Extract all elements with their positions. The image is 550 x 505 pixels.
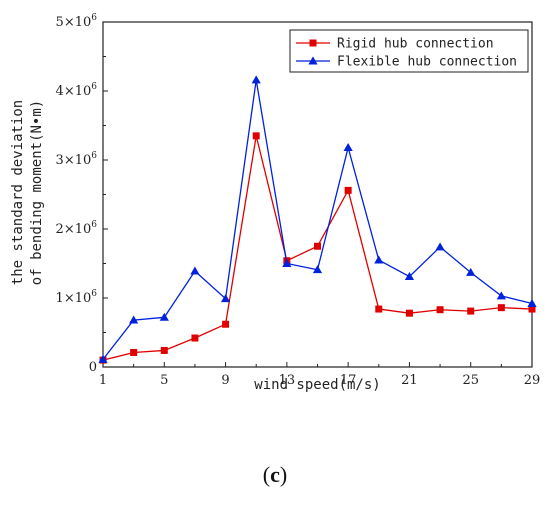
y-tick-exponent: 6 xyxy=(91,151,97,161)
y-tick-label: 4×106 xyxy=(56,82,98,99)
y-tick-mantissa: 5×10 xyxy=(56,15,92,30)
data-point xyxy=(375,305,383,313)
data-point xyxy=(436,306,444,314)
caption-open: ( xyxy=(262,462,271,487)
legend-box xyxy=(289,29,529,73)
data-point xyxy=(98,354,108,363)
y-tick-mantissa: 2×10 xyxy=(56,222,92,237)
data-point xyxy=(527,298,537,307)
data-point xyxy=(496,291,506,300)
data-point xyxy=(528,305,536,313)
data-point xyxy=(497,304,505,312)
y-axis-label: the standard deviation of bending moment(… xyxy=(10,100,45,285)
data-point xyxy=(405,309,413,317)
data-point xyxy=(191,334,199,342)
legend-label: Flexible hub connection xyxy=(337,55,517,70)
x-tick-label: 5 xyxy=(160,373,168,388)
data-point xyxy=(435,242,445,251)
data-point xyxy=(130,349,138,357)
y-tick-exponent: 6 xyxy=(91,82,97,92)
y-tick-exponent: 6 xyxy=(91,220,97,230)
data-point xyxy=(309,39,317,47)
y-tick-mantissa: 1×10 xyxy=(56,291,92,306)
x-tick-label: 25 xyxy=(462,373,479,388)
y-tick-exponent: 6 xyxy=(91,13,97,23)
data-point xyxy=(312,265,323,274)
data-point xyxy=(159,312,169,321)
data-point xyxy=(251,75,261,84)
caption-letter: c xyxy=(270,462,280,487)
legend: Rigid hub connection Flexible hub connect… xyxy=(289,29,529,73)
y-tick-exponent: 6 xyxy=(91,289,97,299)
data-point xyxy=(467,307,475,315)
legend-item: Rigid hub connection xyxy=(296,37,494,52)
data-point xyxy=(344,186,352,194)
legend-label: Rigid hub connection xyxy=(337,37,494,52)
figure-caption: (c) xyxy=(0,462,550,488)
y-tick-mantissa: 3×10 xyxy=(56,153,92,168)
data-point xyxy=(374,255,384,264)
y-tick-label: 5×106 xyxy=(56,13,98,30)
caption-close: ) xyxy=(279,462,288,487)
data-point xyxy=(404,272,415,281)
series-layer xyxy=(98,75,537,364)
y-axis-label-line: the standard deviation xyxy=(10,100,26,285)
y-tick-label: 0 xyxy=(89,360,97,375)
x-axis-label: wind speed(m/s) xyxy=(254,377,380,393)
legend-item: Flexible hub connection xyxy=(296,55,517,70)
data-point xyxy=(160,346,168,354)
plot-frame xyxy=(102,21,533,368)
y-tick-label: 1×106 xyxy=(56,289,98,306)
data-point xyxy=(314,242,321,250)
series-rigid xyxy=(99,132,536,364)
y-tick-mantissa: 4×10 xyxy=(56,84,92,99)
x-tick-label: 17 xyxy=(340,373,357,388)
x-tick-label: 21 xyxy=(401,373,418,388)
x-axis: 1 5 9 13 17 21 25 29 xyxy=(99,362,540,388)
data-point xyxy=(343,142,353,152)
data-point xyxy=(190,266,200,275)
data-point xyxy=(308,56,318,65)
data-point xyxy=(220,294,231,303)
data-point xyxy=(129,315,139,324)
y-tick-label: 2×106 xyxy=(56,220,98,237)
x-tick-label: 13 xyxy=(279,373,296,388)
data-point xyxy=(466,267,476,276)
series-flexible xyxy=(98,75,537,363)
data-point xyxy=(252,132,260,140)
x-tick-label: 9 xyxy=(221,373,229,388)
data-point xyxy=(282,258,292,267)
y-axis-label-line: of bending moment(N•m) xyxy=(29,100,45,285)
x-tick-label: 1 xyxy=(99,373,107,388)
y-tick-label: 3×106 xyxy=(56,151,98,168)
x-tick-label: 29 xyxy=(524,373,541,388)
series-line xyxy=(102,79,533,360)
plot-border xyxy=(102,21,533,368)
data-point xyxy=(222,320,230,328)
